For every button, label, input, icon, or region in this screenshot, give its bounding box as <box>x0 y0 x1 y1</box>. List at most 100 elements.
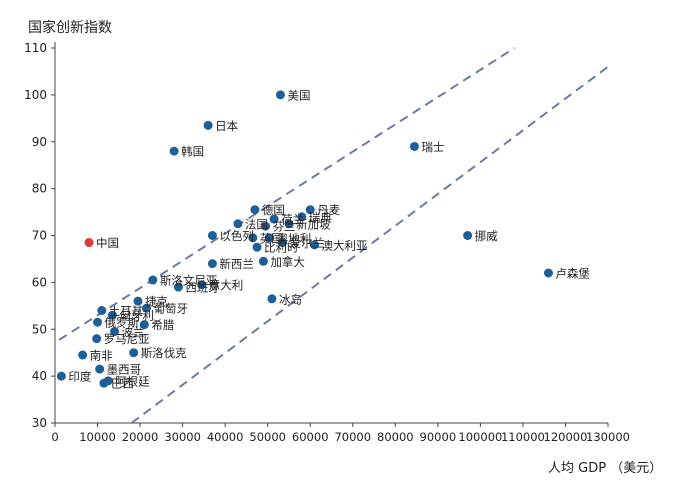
point-label: 法国 <box>245 217 268 231</box>
point-label: 捷克 <box>145 295 168 309</box>
data-point <box>92 334 102 344</box>
data-point <box>56 371 66 381</box>
x-tick-label: 50000 <box>249 430 286 444</box>
point-label: 美国 <box>287 88 310 102</box>
x-tick-label: 90000 <box>420 430 457 444</box>
point-label: 葡萄牙 <box>153 302 188 316</box>
point-label: 墨西哥 <box>107 363 141 377</box>
data-point <box>278 238 288 248</box>
data-point <box>297 212 307 222</box>
x-tick-label: 130000 <box>586 430 630 444</box>
y-tick-label: 50 <box>32 322 47 336</box>
x-tick-label: 0 <box>51 430 58 444</box>
data-point <box>139 320 149 330</box>
x-tick-label: 120000 <box>544 430 588 444</box>
point-label: 印度 <box>68 370 91 384</box>
data-point <box>203 120 213 130</box>
point-label: 西班牙 <box>185 281 220 295</box>
data-point <box>409 141 419 151</box>
band-line-lower <box>130 65 608 423</box>
point-label: 英国 <box>260 231 283 245</box>
point-label: 奥地利 <box>277 231 312 245</box>
point-label: 日本 <box>215 119 238 133</box>
data-point <box>207 231 217 240</box>
data-point <box>141 303 151 313</box>
y-tick-label: 30 <box>32 416 47 430</box>
point-label: 俄罗斯 <box>105 316 140 330</box>
data-point <box>78 350 88 360</box>
x-tick-label: 40000 <box>207 430 244 444</box>
point-label: 阿根廷 <box>115 374 150 388</box>
x-tick-label: 80000 <box>377 430 414 444</box>
point-label: 卢森堡 <box>555 267 590 281</box>
point-label: 意大利 <box>209 278 244 292</box>
data-point <box>99 378 109 388</box>
y-tick-label: 90 <box>32 135 47 149</box>
data-point <box>133 296 143 306</box>
data-point <box>284 219 294 229</box>
point-label: 斯洛伐克 <box>141 346 187 360</box>
data-point <box>148 275 158 285</box>
data-point <box>169 146 179 156</box>
data-point <box>110 327 120 337</box>
point-label: 澳大利亚 <box>321 238 367 252</box>
data-point <box>97 306 107 315</box>
data-point <box>275 90 285 100</box>
x-tick-label: 70000 <box>334 430 371 444</box>
data-point <box>309 240 319 250</box>
point-label: 新加坡 <box>296 217 331 231</box>
band-line-upper <box>55 47 515 344</box>
x-tick-label: 60000 <box>292 430 329 444</box>
data-point <box>93 317 103 327</box>
y-tick-label: 100 <box>24 88 47 102</box>
point-label: 以色列 <box>219 229 254 243</box>
point-label: 新西兰 <box>219 257 254 271</box>
point-label: 冰岛 <box>279 292 302 306</box>
data-point <box>258 256 268 266</box>
y-tick-label: 40 <box>32 369 47 383</box>
point-label: 巴西 <box>111 377 134 391</box>
x-tick-label: 110000 <box>501 430 545 444</box>
data-point <box>197 280 207 290</box>
point-label: 韩国 <box>181 145 204 159</box>
point-label: 瑞典 <box>309 210 332 224</box>
point-label: 斯洛文尼亚 <box>160 274 218 288</box>
y-tick-label: 110 <box>24 41 47 55</box>
point-label: 波兰 <box>122 325 145 339</box>
point-label: 瑞士 <box>421 140 444 154</box>
data-point <box>129 348 139 358</box>
data-point <box>84 238 94 248</box>
data-point <box>252 242 262 252</box>
data-point <box>463 231 473 240</box>
y-tick-label: 70 <box>32 229 47 243</box>
data-point <box>107 310 117 320</box>
point-label: 芬兰 <box>273 220 296 234</box>
x-tick-label: 20000 <box>122 430 159 444</box>
data-point <box>250 205 260 215</box>
point-label: 中国 <box>96 236 119 250</box>
point-label: 挪威 <box>475 229 498 243</box>
y-axis-title: 国家创新指数 <box>28 20 112 36</box>
x-tick-label: 10000 <box>79 430 116 444</box>
x-tick-label: 100000 <box>458 430 502 444</box>
point-label: 丹麦 <box>317 203 340 217</box>
data-point <box>207 259 217 269</box>
point-label: 罗马尼亚 <box>104 332 150 346</box>
data-point <box>173 282 183 292</box>
data-point <box>261 221 271 231</box>
x-axis-title: 人均 GDP （美元） <box>548 461 663 476</box>
point-label: 加拿大 <box>270 255 305 269</box>
data-point <box>233 219 243 229</box>
data-point <box>95 364 105 374</box>
y-tick-label: 60 <box>32 275 47 289</box>
data-point <box>269 214 279 224</box>
x-tick-label: 30000 <box>164 430 201 444</box>
data-point <box>248 233 258 243</box>
point-label: 南非 <box>90 349 113 363</box>
point-label: 爱尔兰 <box>290 236 325 250</box>
point-label: 希腊 <box>151 318 174 332</box>
point-label: 比利时 <box>264 241 299 255</box>
point-label: 匈牙利 <box>119 309 154 323</box>
data-point <box>305 205 315 215</box>
